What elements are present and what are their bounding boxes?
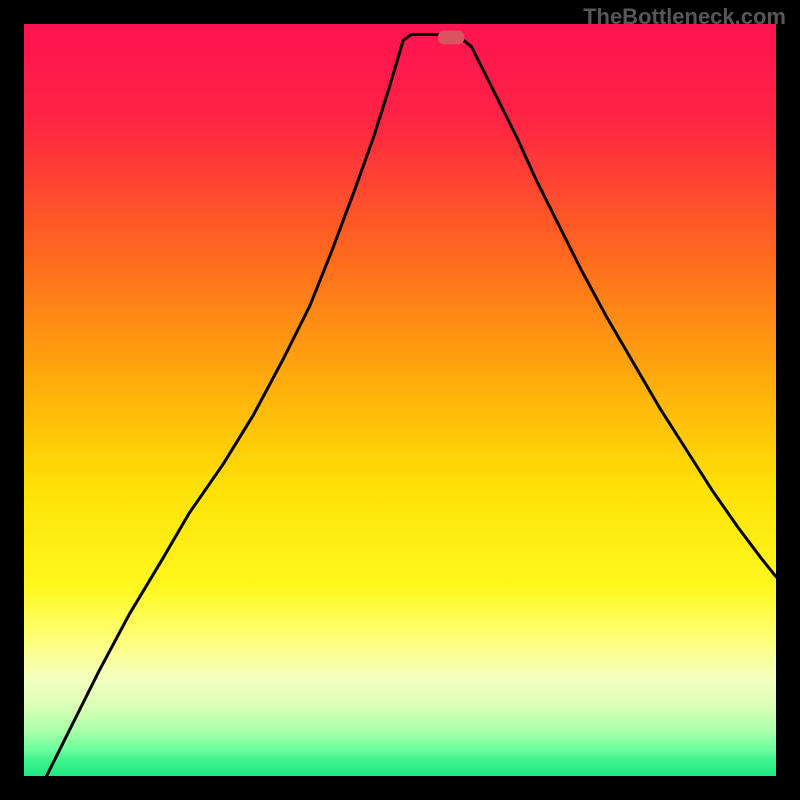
optimum-marker xyxy=(438,31,464,45)
chart-frame: TheBottleneck.com xyxy=(0,0,800,800)
curve-svg xyxy=(24,24,776,776)
bottleneck-curve xyxy=(47,35,776,776)
plot-area xyxy=(24,24,776,776)
watermark-text: TheBottleneck.com xyxy=(583,4,786,30)
